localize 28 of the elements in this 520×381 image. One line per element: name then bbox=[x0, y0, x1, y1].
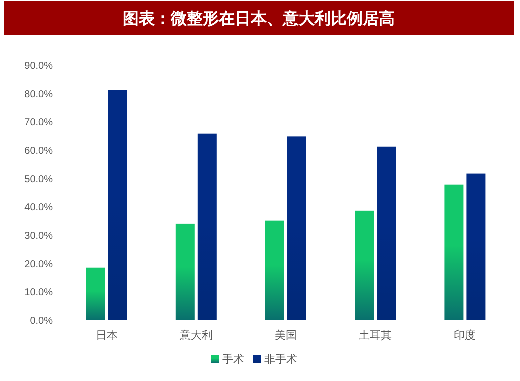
y-tick-label: 50.0% bbox=[24, 174, 54, 186]
x-tick-label: 印度 bbox=[454, 329, 476, 342]
chart-title: 图表：微整形在日本、意大利比例居高 bbox=[123, 9, 395, 28]
bar bbox=[176, 224, 195, 320]
x-tick-label: 日本 bbox=[96, 329, 118, 342]
legend-label: 非手术 bbox=[264, 353, 298, 366]
y-tick-label: 90.0% bbox=[24, 61, 54, 72]
legend-label: 手术 bbox=[222, 353, 244, 366]
y-tick-label: 60.0% bbox=[24, 146, 54, 157]
y-tick-label: 10.0% bbox=[24, 288, 54, 299]
bar bbox=[198, 134, 217, 320]
y-tick-label: 30.0% bbox=[24, 231, 54, 242]
x-tick-label: 意大利 bbox=[178, 329, 213, 342]
bar bbox=[266, 220, 284, 320]
bar bbox=[288, 136, 306, 320]
bar bbox=[466, 174, 486, 320]
y-tick-label: 70.0% bbox=[24, 118, 54, 129]
y-tick-label: 40.0% bbox=[24, 202, 54, 214]
y-tick-label: 80.0% bbox=[24, 89, 54, 100]
bar bbox=[86, 268, 106, 320]
x-tick-label: 美国 bbox=[275, 329, 297, 342]
y-tick-label: 0.0% bbox=[30, 316, 54, 327]
bar bbox=[377, 146, 396, 320]
bar bbox=[444, 184, 464, 320]
x-tick-label: 土耳其 bbox=[359, 329, 392, 342]
bar bbox=[108, 90, 128, 320]
y-tick-label: 20.0% bbox=[24, 259, 54, 270]
bar bbox=[355, 210, 374, 320]
